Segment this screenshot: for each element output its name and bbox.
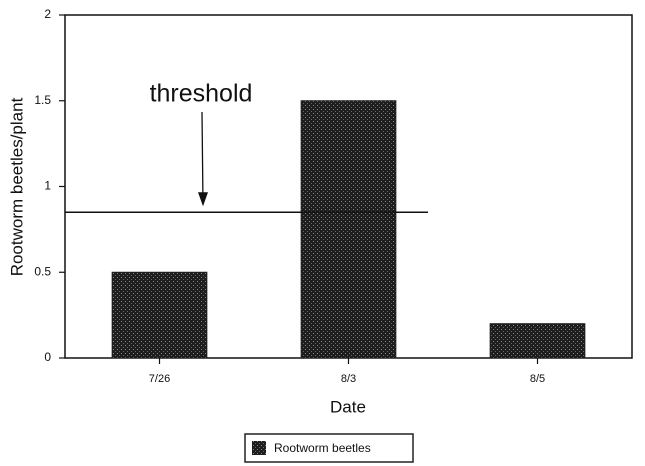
threshold-arrow (201, 111, 204, 205)
bar (489, 323, 586, 359)
x-axis-label: Date (330, 397, 366, 416)
y-tick-label: 2 (44, 7, 51, 21)
y-tick-label: 1.5 (34, 93, 51, 107)
y-tick-label: 1 (44, 179, 51, 193)
threshold-label: threshold (150, 80, 253, 108)
legend: Rootworm beetles (244, 433, 414, 463)
bar (111, 271, 208, 359)
legend-swatch (252, 441, 266, 455)
legend-label: Rootworm beetles (274, 441, 371, 455)
arrow-head (198, 192, 208, 207)
x-tick-label: 7/26 (149, 373, 170, 385)
y-tick-label: 0.5 (34, 264, 51, 278)
x-tick-label: 8/5 (530, 373, 545, 385)
y-tick-label: 0 (44, 350, 51, 364)
y-axis-label: Rootworm beetles/plant (7, 97, 26, 276)
x-tick-label: 8/3 (341, 373, 356, 385)
legend-box (244, 433, 414, 463)
bar (300, 100, 397, 359)
